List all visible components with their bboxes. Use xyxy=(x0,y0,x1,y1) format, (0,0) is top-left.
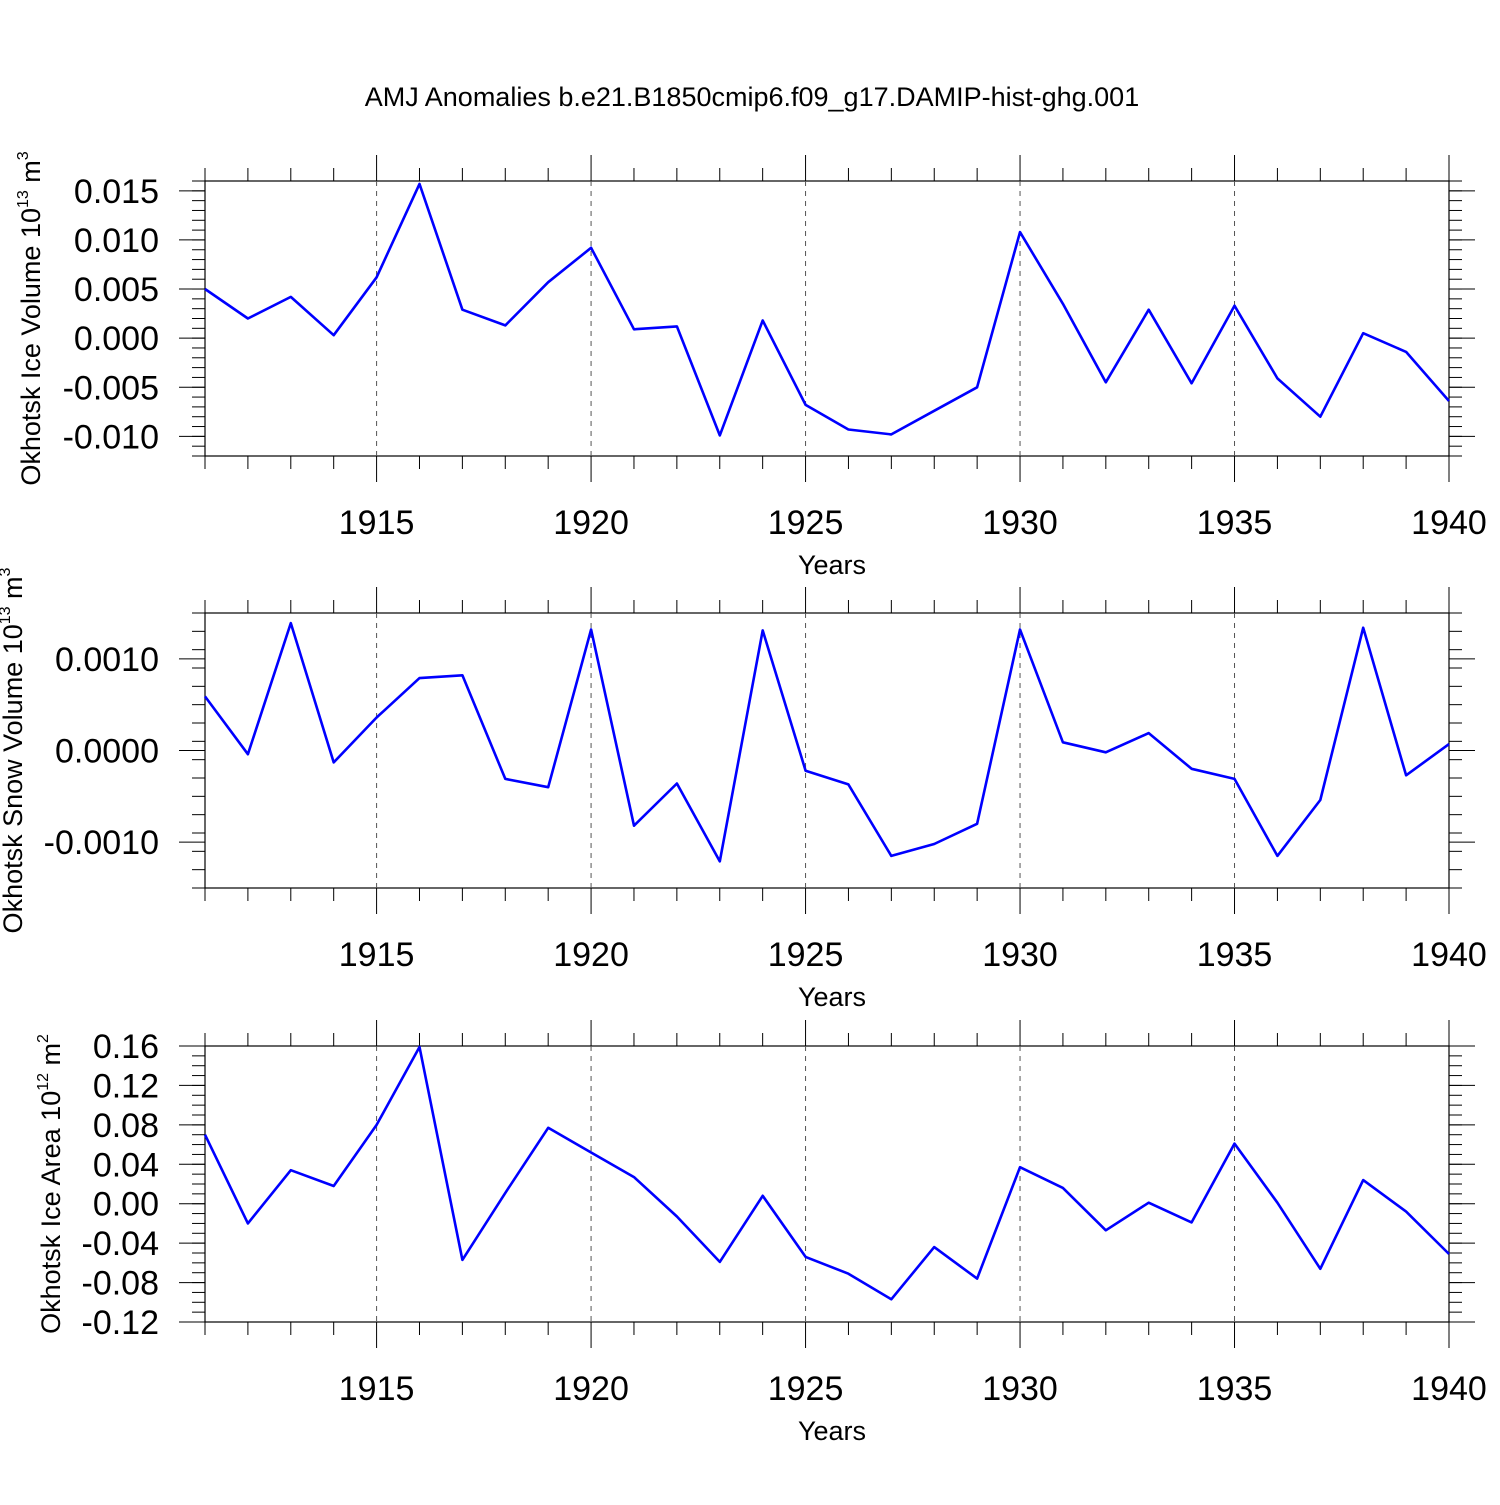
chart-title: AMJ Anomalies b.e21.B1850cmip6.f09_g17.D… xyxy=(365,82,1139,112)
y-axis-label-text: Okhotsk Snow Volume 10 xyxy=(0,624,28,933)
panel-ice-volume: 1915 1920 1925 1930 1935 1940 Years -0.010 -0.00… xyxy=(15,151,1487,580)
y-tick-label: -0.005 xyxy=(63,369,159,407)
x-tick-label: 1915 xyxy=(339,504,415,542)
y-axis-label-unit: m xyxy=(16,160,46,190)
y-axis-label-unit: m xyxy=(36,1043,66,1073)
x-tick-label: 1940 xyxy=(1411,504,1487,542)
panel-ice-area: 1915 1920 1925 1930 1935 1940 Years -0.12-0.08-… xyxy=(35,1020,1487,1446)
x-tick-label: 1920 xyxy=(553,1370,629,1408)
plot-frame xyxy=(204,612,1450,889)
y-axis-label-unit-exponent: 2 xyxy=(35,1034,52,1043)
y-tick-label: 0.000 xyxy=(74,320,159,358)
x-tick-label: 1920 xyxy=(553,504,629,542)
y-tick-label: 0.010 xyxy=(74,222,159,260)
y-tick-label: 0.015 xyxy=(74,173,159,211)
series-line-ice-area xyxy=(203,1045,1450,1301)
x-tick-label: 1925 xyxy=(768,936,844,974)
y-tick-label: 0.0010 xyxy=(55,641,159,679)
x-tick-label: 1930 xyxy=(982,1370,1058,1408)
y-tick-label: 0.00 xyxy=(93,1186,159,1224)
y-axis-label-unit: m xyxy=(0,576,28,606)
y-axis-label-text: Okhotsk Ice Volume 10 xyxy=(16,208,46,486)
y-axis-label: Okhotsk Ice Volume 1013 m3 xyxy=(15,151,46,485)
y-tick-label: -0.010 xyxy=(63,418,159,456)
y-axis-label: Okhotsk Ice Area 1012 m2 xyxy=(35,1034,66,1334)
y-tick-label: -0.04 xyxy=(82,1225,160,1263)
x-tick-label: 1930 xyxy=(982,936,1058,974)
y-tick-label: -0.08 xyxy=(82,1265,160,1303)
x-tick-label: 1925 xyxy=(768,504,844,542)
y-axis-label-unit-exponent: 3 xyxy=(15,151,32,160)
series-line-snow-volume xyxy=(203,621,1450,863)
y-tick-label: 0.0000 xyxy=(55,733,159,771)
x-tick-label: 1940 xyxy=(1411,936,1487,974)
x-axis-label: Years xyxy=(798,982,866,1012)
x-tick-label: 1915 xyxy=(339,936,415,974)
x-tick-label: 1920 xyxy=(553,936,629,974)
y-axis-label-unit-exponent: 3 xyxy=(0,567,14,576)
y-tick-label: 0.005 xyxy=(74,271,159,309)
panel-snow-volume: 1915 1920 1925 1930 1935 1940 Years -0.0010 0.00… xyxy=(0,567,1487,1012)
y-axis-label-exponent: 12 xyxy=(35,1073,52,1091)
y-tick-label: 0.04 xyxy=(93,1146,159,1184)
x-tick-label: 1935 xyxy=(1197,504,1273,542)
x-tick-label: 1935 xyxy=(1197,1370,1273,1408)
x-axis-label: Years xyxy=(798,550,866,580)
x-tick-label: 1925 xyxy=(768,1370,844,1408)
y-axis-label-exponent: 13 xyxy=(15,190,32,208)
y-axis-label-text: Okhotsk Ice Area 10 xyxy=(36,1091,66,1334)
x-tick-label: 1935 xyxy=(1197,936,1273,974)
x-axis-label: Years xyxy=(798,1416,866,1446)
x-tick-label: 1940 xyxy=(1411,1370,1487,1408)
y-axis-label-exponent: 13 xyxy=(0,606,14,624)
y-tick-label: -0.12 xyxy=(82,1304,160,1342)
y-tick-label: 0.12 xyxy=(93,1067,159,1105)
y-tick-label: -0.0010 xyxy=(44,824,159,862)
x-tick-label: 1915 xyxy=(339,1370,415,1408)
y-axis-label: Okhotsk Snow Volume 1013 m3 xyxy=(0,567,28,933)
x-tick-label: 1930 xyxy=(982,504,1058,542)
y-tick-label: 0.16 xyxy=(93,1028,159,1066)
series-line-ice-volume xyxy=(204,182,1450,437)
plot-frame xyxy=(204,180,1450,457)
y-tick-label: 0.08 xyxy=(93,1107,159,1145)
